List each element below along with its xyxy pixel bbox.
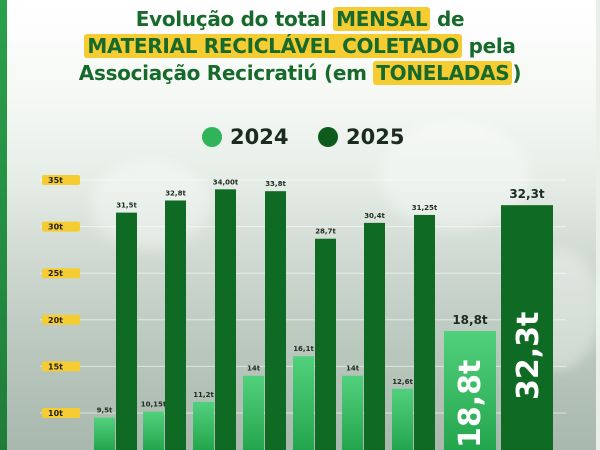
highlight-value-2025: 32,3t <box>511 312 546 400</box>
title-text: de <box>430 7 465 31</box>
chart-legend: 2024 2025 <box>0 122 600 152</box>
legend-item-2025: 2025 <box>318 122 404 152</box>
y-tick-label: 35t <box>48 176 63 185</box>
right-edge-strip <box>596 0 600 450</box>
y-tick-label: 15t <box>48 362 63 371</box>
legend-swatch-2024 <box>202 127 222 147</box>
bar-2025 <box>215 189 236 450</box>
y-tick-badge <box>42 268 80 279</box>
bar-value-label-2024: 14t <box>346 365 360 373</box>
title-text: ) <box>512 61 522 85</box>
bar-2024 <box>293 356 314 450</box>
bar-value-label-2025: 32,8t <box>165 190 186 198</box>
y-tick-label: 20t <box>48 316 63 325</box>
bar-2025 <box>116 212 137 450</box>
legend-item-2024: 2024 <box>202 122 288 152</box>
y-tick-badge <box>42 314 80 325</box>
y-tick-label: 30t <box>48 223 63 232</box>
legend-swatch-2025 <box>318 127 338 147</box>
bar-value-label-2024: 12,6t <box>392 378 413 386</box>
title-text: Evolução do total <box>135 7 334 31</box>
bar-2025-highlight <box>501 205 553 450</box>
bar-2025 <box>265 191 286 450</box>
bar-value-label-2025: 28,7t <box>315 228 336 236</box>
bar-value-label-2025: 31,25t <box>412 204 438 212</box>
title-text: pela <box>461 34 516 58</box>
bar-value-label-2024: 11,2t <box>193 391 214 399</box>
bar-value-label-2024: 14t <box>247 365 261 373</box>
bar-value-label-2024: 10,15t <box>141 401 167 409</box>
bar-2025 <box>165 200 186 450</box>
left-accent-band <box>0 0 7 450</box>
bar-2024-highlight <box>444 330 496 450</box>
bar-2024 <box>342 375 363 450</box>
legend-label: 2024 <box>230 125 289 149</box>
background-blur-shape <box>90 160 210 250</box>
bar-value-label-2025: 31,5t <box>116 202 137 210</box>
bar-2025 <box>414 214 435 450</box>
y-tick-label: 25t <box>48 269 63 278</box>
title-highlight: MENSAL <box>333 7 431 31</box>
bar-value-label-2025: 30,4t <box>364 212 385 220</box>
bar-2024 <box>243 375 264 450</box>
title-line-1: Evolução do total MENSAL de <box>20 6 580 33</box>
title-line-2: MATERIAL RECICLÁVEL COLETADO pela <box>20 33 580 60</box>
bar-value-label-2024: 18,8t <box>452 313 488 327</box>
y-tick-badge <box>42 221 80 232</box>
legend-label: 2025 <box>346 125 405 149</box>
bar-value-label-2025: 33,8t <box>265 180 286 188</box>
bar-2024 <box>193 401 214 450</box>
title-highlight: MATERIAL RECICLÁVEL COLETADO <box>84 34 462 58</box>
bar-2024 <box>94 417 115 450</box>
bar-2024 <box>392 388 413 450</box>
highlight-value-2024: 18,8t <box>453 360 488 448</box>
bar-2025 <box>364 222 385 450</box>
y-tick-badge <box>42 408 80 418</box>
bar-value-label-2025: 34,00t <box>213 178 239 186</box>
bar-2025 <box>315 238 336 450</box>
y-tick-badge <box>42 175 80 185</box>
y-tick-label: 10t <box>48 409 63 418</box>
title-text: Associação Recicratiú (em <box>78 61 374 85</box>
title-highlight: TONELADAS <box>373 61 513 85</box>
bar-2024 <box>143 411 164 450</box>
bar-value-label-2025: 32,3t <box>509 187 545 201</box>
title-line-3: Associação Recicratiú (em TONELADAS) <box>20 60 580 87</box>
bar-value-label-2024: 16,1t <box>293 345 314 353</box>
chart-title: Evolução do total MENSAL de MATERIAL REC… <box>20 6 580 87</box>
bar-value-label-2024: 9,5t <box>97 407 113 415</box>
y-tick-badge <box>42 361 80 372</box>
